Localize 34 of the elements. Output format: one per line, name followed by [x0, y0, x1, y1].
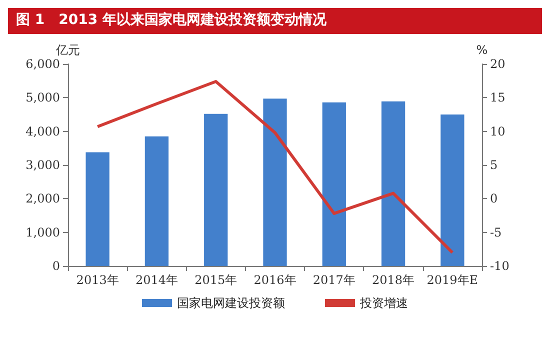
bar — [322, 102, 346, 266]
y-tick-label: 5,000 — [26, 90, 60, 105]
y2-tick-label: -10 — [490, 259, 510, 273]
legend-label: 国家电网建设投资额 — [177, 296, 285, 310]
line-series — [96, 80, 454, 254]
bar — [204, 114, 228, 266]
legend-label: 投资增速 — [359, 296, 408, 310]
y2-tick-label: -5 — [490, 225, 502, 240]
y-tick-label: 3,000 — [26, 158, 60, 172]
y2-tick-label: 0 — [490, 192, 498, 206]
bar — [86, 152, 110, 266]
y2-tick-label: 5 — [490, 158, 498, 172]
bar — [263, 98, 287, 266]
y-axis-title: 亿元 — [55, 43, 80, 57]
x-tick-label: 2018年 — [372, 273, 415, 287]
bar — [144, 136, 169, 266]
bar — [440, 114, 464, 266]
y-tick-label: 1,000 — [26, 225, 60, 240]
bar — [381, 101, 406, 266]
x-tick-label: 2013年 — [76, 273, 119, 287]
x-tick-label: 2014年 — [135, 273, 178, 287]
x-tick-label: 2016年 — [254, 273, 296, 287]
chart-title: 图 1 2013 年以来国家电网建设投资额变动情况 — [8, 8, 542, 34]
y2-axis-title: % — [476, 43, 488, 57]
x-tick-label: 2017年 — [312, 273, 356, 287]
y-tick-label: 6,000 — [26, 57, 60, 71]
y-tick-label: 2,000 — [26, 192, 60, 206]
y2-tick-label: 20 — [490, 57, 506, 71]
x-tick-label: 2019年E — [426, 273, 478, 287]
y-tick-label: 0 — [52, 259, 60, 273]
y-tick-label: 4,000 — [26, 124, 60, 138]
x-tick-label: 2015年 — [194, 273, 238, 287]
y2-tick-label: 15 — [490, 90, 506, 105]
y2-tick-label: 10 — [490, 124, 506, 138]
